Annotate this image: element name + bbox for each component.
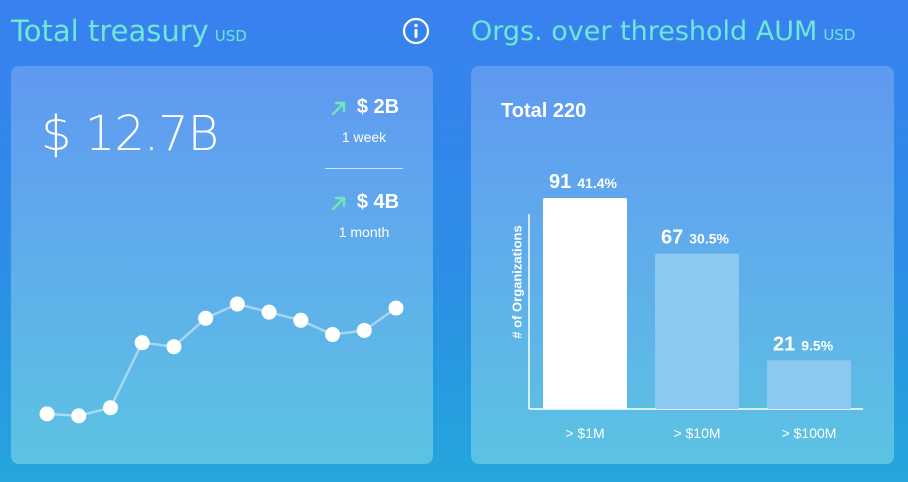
- sparkline-point[interactable]: [134, 335, 150, 351]
- treasury-title: Total treasury USD: [11, 14, 247, 48]
- aum-bar-chart: 91 41.4% > $1M 67 30.5% > $10M 21 9.5% > $100M: [528, 171, 863, 441]
- delta-week-amount: $ 2B: [356, 96, 400, 118]
- sparkline-point[interactable]: [166, 339, 182, 355]
- x-tick-label: > $10M: [673, 425, 720, 441]
- delta-divider: [325, 168, 403, 169]
- bar[interactable]: [767, 360, 851, 409]
- delta-month-period: 1 month: [338, 224, 390, 240]
- aum-title-text: Orgs. over threshold AUM: [471, 16, 818, 47]
- sparkline-point[interactable]: [39, 406, 55, 422]
- delta-month-amount: $ 4B: [356, 191, 400, 213]
- aum-total-label: Total 220: [501, 100, 587, 122]
- bar-value-label: 91 41.4%: [549, 171, 617, 193]
- delta-week: $ 2B 1 week: [324, 96, 404, 145]
- treasury-total-value: $ 12.7B: [41, 106, 219, 162]
- aum-card: Total 220 # of Organizations 91 41.4% > $1…: [471, 66, 894, 464]
- delta-week-period: 1 week: [341, 129, 387, 145]
- treasury-unit: USD: [214, 27, 247, 45]
- sparkline-point[interactable]: [71, 408, 87, 424]
- sparkline-path: [46, 302, 397, 418]
- sparkline-point[interactable]: [388, 300, 404, 316]
- sparkline-point[interactable]: [198, 310, 214, 326]
- aum-unit: USD: [823, 26, 856, 44]
- bar-value-label: 67 30.5%: [661, 227, 729, 249]
- sparkline-point[interactable]: [102, 400, 118, 416]
- aum-title: Orgs. over threshold AUM USD: [471, 16, 855, 47]
- treasury-card: $ 12.7B $ 2B 1 week $ 4B 1 month: [11, 66, 433, 464]
- delta-month: $ 4B 1 month: [324, 191, 404, 240]
- x-tick-label: > $100M: [782, 425, 837, 441]
- bar[interactable]: [655, 253, 739, 409]
- info-icon[interactable]: [402, 17, 430, 45]
- sparkline-point[interactable]: [325, 327, 341, 343]
- treasury-title-text: Total treasury: [11, 14, 209, 48]
- arrow-up-right-icon: [331, 196, 346, 210]
- sparkline-point[interactable]: [229, 296, 245, 312]
- sparkline-point[interactable]: [293, 312, 309, 328]
- x-tick-label: > $1M: [565, 425, 604, 441]
- sparkline-point[interactable]: [356, 322, 372, 338]
- bar-value-label: 21 9.5%: [773, 333, 834, 355]
- treasury-sparkline: [39, 296, 404, 424]
- sparkline-point[interactable]: [261, 304, 277, 320]
- bar[interactable]: [543, 198, 627, 409]
- arrow-up-right-icon: [331, 101, 346, 115]
